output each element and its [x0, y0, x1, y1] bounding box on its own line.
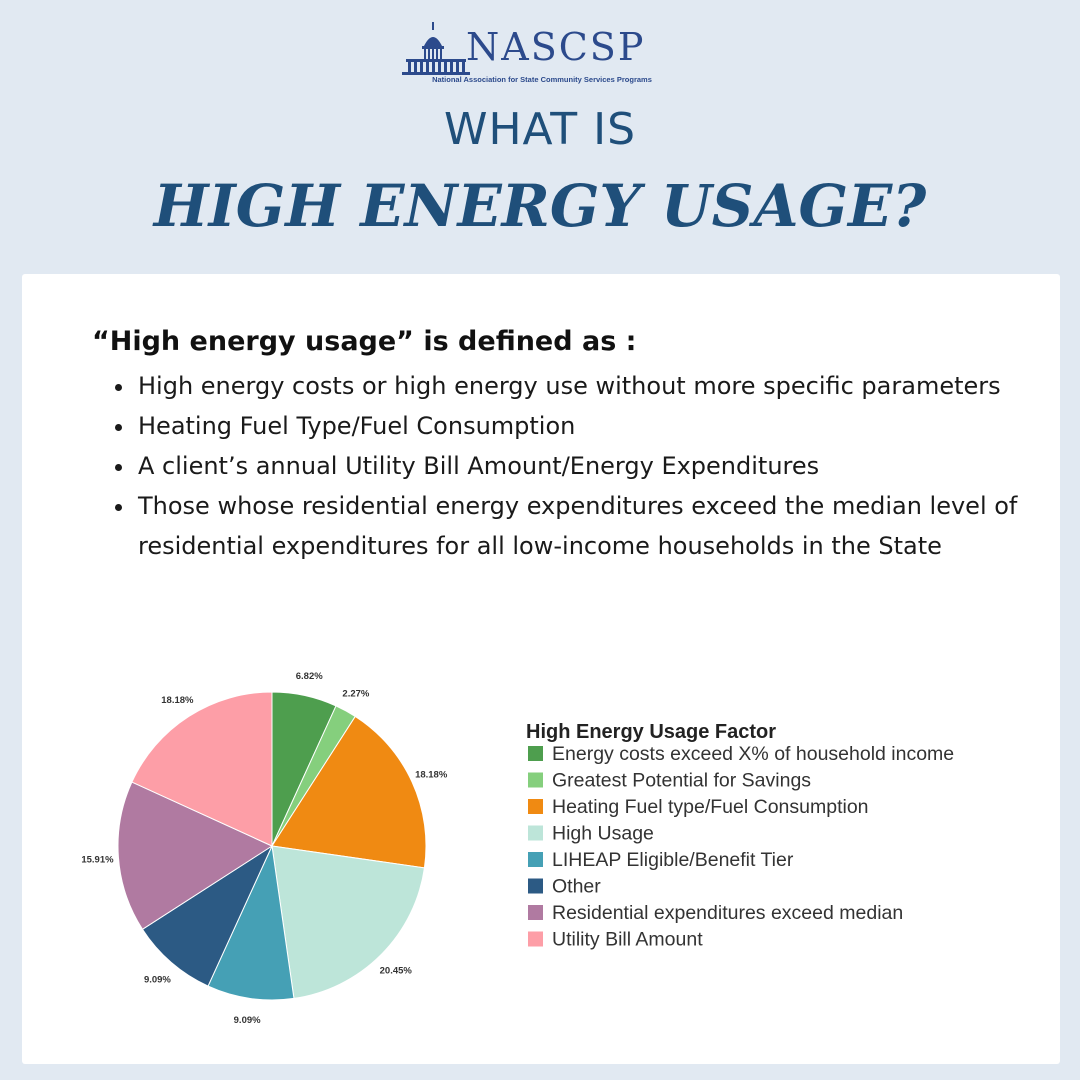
pie-data-label: 9.09% [144, 974, 171, 985]
logo-wordmark: NASCSP [466, 25, 646, 69]
legend-swatch [528, 799, 543, 814]
legend: Energy costs exceed X% of household inco… [528, 743, 954, 951]
legend-label: Energy costs exceed X% of household inco… [552, 743, 954, 765]
legend-label: Heating Fuel type/Fuel Consumption [552, 796, 869, 818]
logo-tagline: National Association for State Community… [432, 75, 652, 84]
legend-swatch [528, 878, 543, 894]
pie-data-label: 18.18% [161, 695, 194, 706]
pie-data-label: 9.09% [234, 1015, 261, 1026]
definition-item: Those whose residential energy expenditu… [136, 486, 1056, 566]
definition-item: Heating Fuel Type/Fuel Consumption [136, 406, 1056, 446]
legend-label: Utility Bill Amount [552, 929, 703, 951]
heading-what-is: WHAT IS [443, 104, 637, 155]
pie-slice [207, 844, 295, 1001]
legend-swatch [528, 772, 543, 788]
legend-swatch [528, 852, 543, 867]
pie-slice [131, 691, 273, 847]
legend-swatch [528, 931, 543, 947]
legend-label: Greatest Potential for Savings [552, 770, 811, 792]
capitol-building-icon [402, 22, 470, 75]
definition-item: A client’s annual Utility Bill Amount/En… [136, 446, 1056, 486]
pie-data-labels: 6.82% 2.27% 18.18% 20.45% 9.09% 9.09% 15.91% 18… [81, 671, 448, 1026]
legend-label: Residential expenditures exceed median [552, 902, 903, 924]
pie-data-label: 6.82% [296, 671, 323, 682]
legend-label: LIHEAP Eligible/Benefit Tier [552, 849, 794, 871]
pie-data-label: 2.27% [342, 688, 369, 699]
pie-chart: 6.82% 2.27% 18.18% 20.45% 9.09% 9.09% 15.91% 18… [81, 671, 954, 1026]
pie-slices [117, 691, 427, 1001]
definition-list: High energy costs or high energy use wit… [106, 366, 1056, 566]
pie-slice [117, 781, 274, 930]
definition-title: “High energy usage” is defined as : [92, 326, 637, 357]
pie-data-label: 15.91% [81, 854, 114, 865]
nascsp-logo: NASCSP National Association for State Co… [398, 20, 688, 90]
pie-data-label: 18.18% [415, 769, 448, 780]
pie-slice [271, 845, 425, 999]
heading-title: HIGH ENERGY USAGE? [153, 172, 927, 240]
pie-data-label: 20.45% [380, 966, 413, 977]
pie-slice [271, 715, 427, 869]
pie-slice [141, 844, 274, 987]
legend-label: High Usage [552, 823, 654, 845]
legend-swatch [528, 825, 543, 841]
legend-swatch [528, 746, 543, 761]
legend-label: Other [552, 876, 601, 898]
legend-swatch [528, 905, 543, 920]
legend-title: High Energy Usage Factor [526, 721, 776, 743]
definition-item: High energy costs or high energy use wit… [136, 366, 1056, 406]
